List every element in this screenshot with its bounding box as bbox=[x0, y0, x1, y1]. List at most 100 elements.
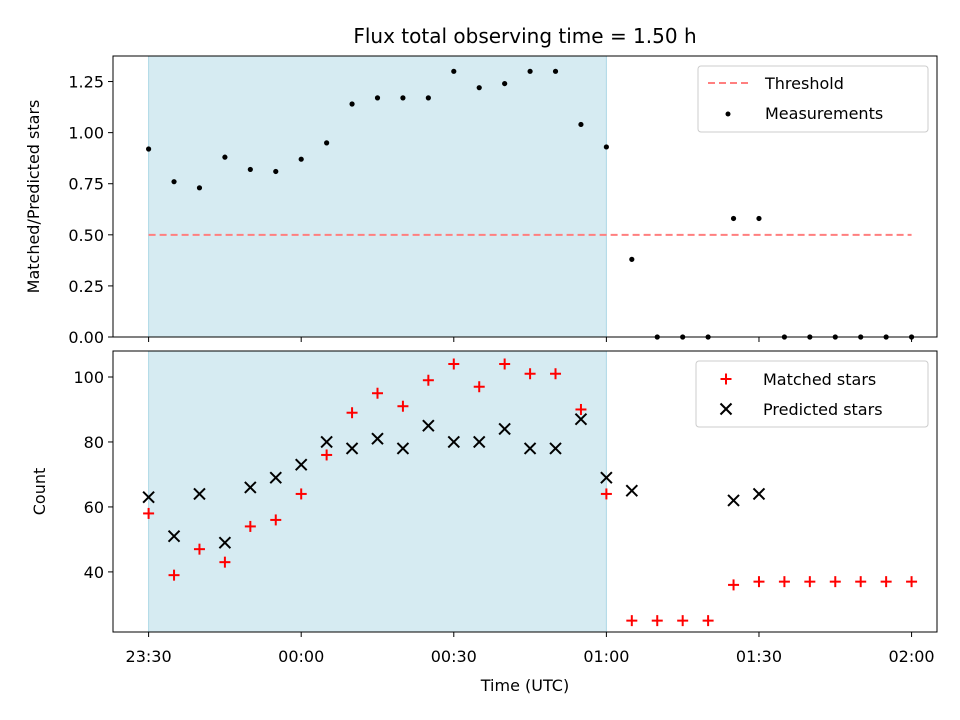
y-tick-label: 40 bbox=[84, 563, 104, 582]
matched-star-point bbox=[778, 576, 790, 588]
predicted-star-point bbox=[625, 484, 639, 497]
predicted-star-point bbox=[142, 490, 155, 504]
matched-star-point bbox=[473, 381, 485, 393]
y-tick-label: 0.75 bbox=[68, 175, 104, 194]
y-tick-label: 1.00 bbox=[68, 124, 104, 143]
predicted-star-point bbox=[193, 487, 206, 501]
top-legend-box bbox=[697, 65, 929, 133]
matched-star-point bbox=[651, 615, 663, 627]
matched-star-point bbox=[880, 576, 892, 588]
matched-star-point bbox=[677, 615, 689, 627]
predicted-star-point bbox=[523, 442, 537, 455]
bottom-y-axis-label: Count bbox=[30, 468, 49, 516]
predicted-star-point bbox=[396, 442, 410, 455]
measurement-point bbox=[527, 68, 533, 74]
y-tick-label: 1.25 bbox=[68, 73, 104, 92]
matched-star-point bbox=[626, 615, 638, 627]
predicted-star-point bbox=[320, 435, 333, 449]
bottom-plot-frame bbox=[112, 350, 938, 633]
y-tick-label: 0.00 bbox=[68, 328, 104, 347]
top-plot-frame bbox=[112, 55, 938, 338]
matched-star-point bbox=[143, 507, 155, 519]
matched-star-point bbox=[575, 403, 587, 415]
x-tick-label: 01:30 bbox=[736, 647, 782, 666]
measurement-point bbox=[629, 256, 635, 262]
legend-matched-label: Matched stars bbox=[763, 370, 876, 389]
matched-star-point bbox=[829, 576, 841, 588]
y-tick-label: 100 bbox=[73, 368, 104, 387]
matched-star-point bbox=[270, 514, 282, 526]
legend-measurements-label: Measurements bbox=[765, 104, 883, 123]
top-panel-ratio: 0.00 0.25 0.50 0.75 1.00 1.25 Matched/Predict… bbox=[24, 55, 938, 347]
matched-star-point bbox=[804, 576, 816, 588]
predicted-star-point bbox=[167, 529, 181, 543]
x-tick-label: 00:00 bbox=[278, 647, 324, 666]
matched-star-point bbox=[397, 400, 409, 412]
measurement-point bbox=[425, 95, 431, 101]
predicted-star-point bbox=[447, 435, 460, 449]
matched-star-point bbox=[219, 556, 231, 568]
measurement-point bbox=[374, 95, 381, 101]
matched-star-point bbox=[524, 368, 536, 380]
y-tick-label: 80 bbox=[84, 433, 104, 452]
legend-measurements-swatch bbox=[725, 111, 731, 117]
matched-star-point bbox=[499, 358, 511, 370]
predicted-star-point bbox=[345, 442, 359, 455]
matched-star-point bbox=[728, 579, 740, 591]
predicted-star-point bbox=[600, 471, 613, 484]
measurement-point bbox=[476, 85, 482, 91]
legend-matched-marker bbox=[720, 373, 732, 385]
legend-matched-swatch bbox=[720, 373, 732, 385]
measurement-point bbox=[603, 144, 609, 150]
predicted-star-point bbox=[549, 442, 562, 455]
predicted-star-point bbox=[498, 422, 511, 436]
measurement-point bbox=[222, 154, 228, 160]
predicted-star-point bbox=[752, 487, 766, 501]
y-tick-label: 0.25 bbox=[68, 277, 104, 296]
top-legend: Threshold Measurements bbox=[697, 65, 929, 133]
x-tick-label: 01:00 bbox=[583, 647, 629, 666]
matched-star-point bbox=[371, 387, 383, 399]
matched-star-point bbox=[193, 543, 205, 555]
matched-star-point bbox=[702, 615, 714, 627]
matched-star-point bbox=[295, 488, 307, 500]
bottom-legend-box bbox=[695, 360, 929, 428]
matched-star-point bbox=[855, 576, 867, 588]
measurement-point bbox=[247, 166, 253, 173]
legend-threshold-label: Threshold bbox=[764, 74, 844, 93]
predicted-star-point bbox=[218, 536, 232, 549]
measurement-point bbox=[298, 156, 304, 162]
predicted-star-point bbox=[371, 432, 384, 445]
y-tick-label: 60 bbox=[84, 498, 104, 517]
measurement-point bbox=[552, 68, 559, 74]
predicted-star-point bbox=[727, 494, 740, 507]
matched-star-point bbox=[422, 374, 434, 386]
legend-predicted-marker bbox=[719, 402, 733, 416]
measurement-point bbox=[756, 215, 762, 222]
x-axis-label: Time (UTC) bbox=[480, 676, 569, 695]
measurement-point bbox=[400, 95, 406, 101]
measurement-point bbox=[349, 101, 355, 107]
measurement-point bbox=[502, 80, 508, 87]
matched-star-point bbox=[906, 576, 918, 588]
measurement-point bbox=[324, 140, 330, 146]
predicted-star-point bbox=[422, 419, 435, 432]
y-tick-label: 0.50 bbox=[68, 226, 104, 245]
predicted-star-point bbox=[244, 481, 257, 494]
matched-star-point bbox=[753, 576, 765, 588]
matched-star-point bbox=[448, 358, 460, 370]
predicted-star-point bbox=[574, 413, 588, 426]
predicted-star-point bbox=[473, 435, 486, 449]
matched-star-point bbox=[321, 449, 333, 461]
bottom-legend: Matched stars Predicted stars bbox=[695, 360, 929, 428]
x-tick-label: 02:00 bbox=[889, 647, 935, 666]
x-tick-label: 23:30 bbox=[126, 647, 172, 666]
matched-star-point bbox=[346, 407, 358, 419]
top-shaded-region bbox=[148, 55, 607, 338]
predicted-star-point bbox=[294, 458, 308, 471]
measurement-point bbox=[451, 68, 457, 74]
legend-predicted-label: Predicted stars bbox=[763, 400, 883, 419]
predicted-star-point bbox=[269, 471, 282, 484]
